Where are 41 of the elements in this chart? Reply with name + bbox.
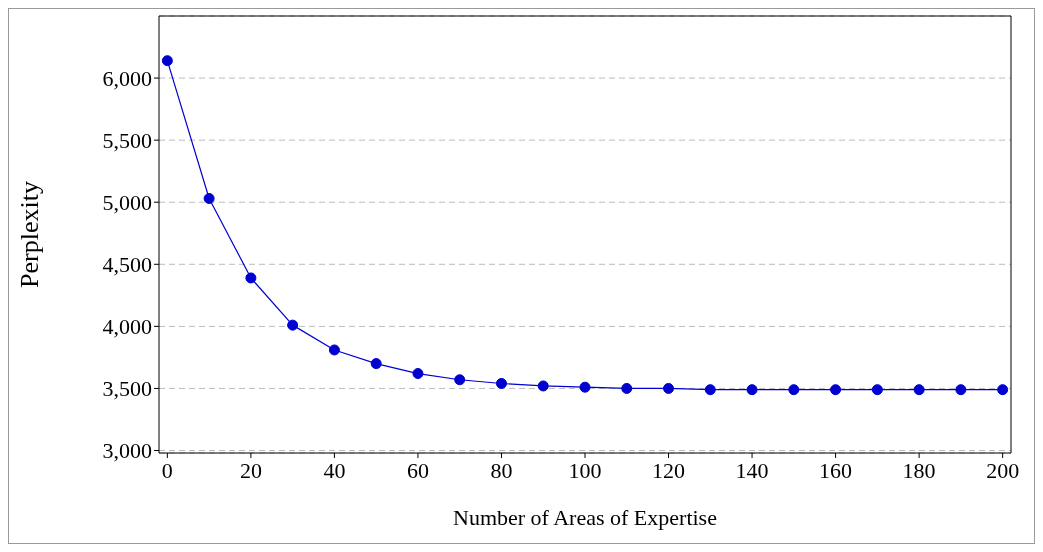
point (746, 384, 758, 396)
point (454, 374, 466, 386)
x-tick-label: 20 (239, 458, 262, 483)
point (579, 381, 591, 393)
point (704, 384, 716, 396)
point (161, 55, 173, 67)
y-axis-title: Perplexity (15, 181, 45, 288)
point (412, 368, 424, 380)
x-tick-label: 80 (490, 458, 513, 483)
x-tick-label: 100 (568, 458, 602, 483)
point (955, 384, 967, 396)
point (287, 319, 299, 331)
point (621, 382, 633, 394)
x-tick-label: 40 (323, 458, 346, 483)
x-tick-label: 0 (161, 458, 173, 483)
y-tick-label: 4,000 (102, 314, 152, 340)
y-tick-label: 5,000 (102, 190, 152, 216)
x-tick-label: 120 (652, 458, 686, 483)
x-tick-label: 200 (986, 458, 1020, 483)
point (663, 382, 675, 394)
point (495, 377, 507, 389)
x-axis-title: Number of Areas of Expertise (453, 505, 717, 530)
x-tick-label: 180 (902, 458, 936, 483)
x-tick-label: 60 (406, 458, 429, 483)
point (370, 358, 382, 370)
x-tick-label: 140 (735, 458, 769, 483)
point (913, 384, 925, 396)
y-tick-label: 6,000 (102, 65, 152, 91)
y-tick-label: 5,500 (102, 127, 152, 153)
point (871, 384, 883, 396)
point (788, 384, 800, 396)
x-tick-label: 160 (819, 458, 853, 483)
y-tick-label: 4,500 (102, 252, 152, 278)
point (830, 384, 842, 396)
point (203, 193, 215, 204)
point (997, 384, 1009, 396)
y-tick-label: 3,500 (102, 376, 152, 402)
point (245, 272, 257, 284)
point (328, 344, 340, 356)
y-tick-label: 3,000 (102, 438, 152, 464)
point (537, 380, 549, 392)
